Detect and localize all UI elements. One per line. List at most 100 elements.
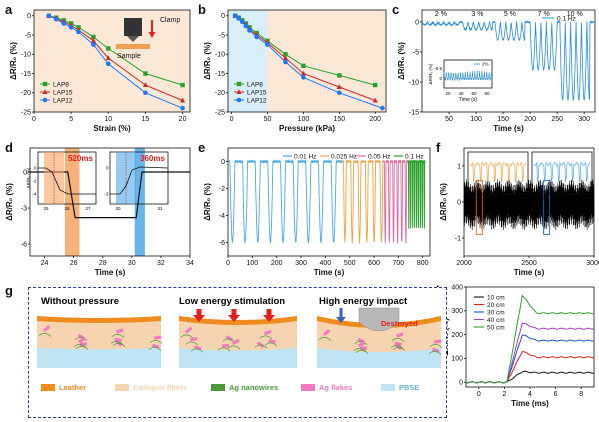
panel-label-g: g (5, 283, 13, 298)
legend-entry-40 cm: 40 cm (487, 317, 505, 324)
inset-frame (37, 151, 97, 205)
no-pressure-ag-nanowire (111, 334, 125, 338)
highlight-box-orange (475, 179, 483, 235)
low-energy-collagen (179, 320, 297, 351)
y-tick-label: 0 (459, 380, 463, 387)
x-tick-label: 200 (369, 116, 381, 123)
y-axis-label: ΔR/R₀ (%) (203, 42, 212, 80)
inset-series-line (38, 167, 96, 195)
x-tick-label: 0 (230, 116, 234, 123)
legend-swatch-Collagen fibers (115, 384, 129, 391)
inset-y-tick-label: -3 (104, 192, 108, 197)
inset-x-tick-label: 60 (471, 91, 477, 96)
high-energy-pbse (317, 346, 441, 368)
segment-label: 7 % (538, 11, 550, 18)
shaded-region (134, 148, 145, 256)
legend-entry-PBSE: PBSE (399, 383, 419, 392)
data-point-LAP12 (91, 42, 96, 47)
series-line-0.1Hz (421, 20, 595, 102)
legend-marker-LAP15 (42, 89, 48, 94)
data-point-LAP12 (301, 75, 306, 80)
y-tick-label: -25 (21, 109, 31, 116)
data-point-LAP12 (68, 25, 74, 30)
legend-marker-LAP8 (236, 81, 242, 87)
y-tick-label: -6 (21, 241, 27, 248)
segment-label: 5 % (504, 11, 516, 18)
data-point-LAP15 (105, 55, 111, 61)
no-pressure-pbse (37, 346, 161, 368)
segment-label: 2 % (435, 11, 447, 18)
series-line-signal (463, 179, 595, 231)
inset-x-tick-label: 27 (85, 206, 91, 211)
x-tick-label: 0 (226, 260, 230, 267)
data-point-LAP12 (337, 90, 342, 96)
segment-label: 3 % (471, 11, 483, 18)
chart-a-strain: 0 5 10 15 20 0 -5 -10 -15 -20 -25 Strain (%) ΔR/R₀ (… (9, 9, 191, 133)
x-tick-label: 700 (393, 260, 405, 267)
series-line-30 cm (465, 334, 595, 384)
inset-label-clamp: Clamp (160, 17, 180, 24)
data-point-LAP15 (372, 97, 378, 103)
inset-y-tick-label: 0 (439, 76, 442, 81)
inset-y-axis-label: ΔR/R₀ (%) (428, 63, 433, 84)
x-axis-label: Time (ms) (511, 399, 549, 408)
panel-label-a: a (5, 2, 13, 17)
high-energy-ag-nanowire (392, 347, 406, 351)
legend-entry-0.1 Hz: 0.1 Hz (405, 153, 424, 160)
pressure-arrow-head-icon (263, 315, 275, 322)
low-energy-ag-nanowire (227, 345, 241, 350)
series-line-0.05 Hz (383, 158, 409, 244)
panel-label-e: e (198, 140, 206, 155)
x-tick-label: 5 (69, 116, 73, 123)
y-axis-label: ΔR/R₀ (%) (203, 183, 212, 221)
data-point-LAP12 (380, 105, 385, 111)
legend-entry-LAP15: LAP15 (53, 89, 73, 96)
high-energy-ag-nanowire (318, 337, 332, 341)
low-energy-ag-flake (225, 335, 234, 342)
legend-marker-LAP12 (42, 97, 48, 103)
inset-series-line (443, 70, 493, 82)
data-point-LAP12 (180, 105, 185, 111)
y-tick-label: 0 (457, 199, 461, 206)
inset-time-label: 520ms (68, 154, 93, 163)
pressure-arrow-head-icon (228, 315, 240, 322)
x-tick-label: 200 (271, 260, 283, 267)
data-point-LAP8 (283, 52, 288, 57)
no-pressure-ag-nanowire (74, 337, 88, 341)
x-tick-label: 26 (70, 260, 78, 267)
x-tick-label: 50 (445, 116, 453, 123)
low-energy-ag-flake (232, 338, 240, 345)
chart-e-frequency: 0 100 200 300 400 500 600 700 800 0 -2 -4 -6 Time (s)… (203, 147, 431, 277)
legend-entry-LAP12: LAP12 (53, 97, 73, 104)
x-axis-label: Time (s) (493, 124, 524, 133)
low-energy-leather (179, 316, 297, 325)
legend-swatch-Ag nanowires (211, 384, 225, 391)
low-energy-ag-nanowire (259, 335, 273, 340)
low-energy-ag-nanowire (190, 348, 204, 353)
schematic-title-2: Low energy stimulation (179, 296, 285, 307)
low-energy-ag-flake (222, 344, 229, 348)
low-energy-ag-nanowire (217, 347, 231, 352)
x-axis-label: Time (s) (95, 268, 126, 277)
no-pressure-collagen (37, 320, 161, 350)
data-point-LAP8 (143, 71, 148, 76)
low-energy-ag-nanowire (180, 334, 194, 339)
y-tick-label: -20 (21, 90, 31, 97)
x-tick-label: 100 (298, 116, 310, 123)
x-tick-label: 50 (264, 116, 272, 123)
schematic-title-3: High energy impact (319, 296, 408, 307)
plot-frame (465, 286, 595, 388)
y-tick-label: -5 (219, 32, 225, 39)
data-point-LAP8 (180, 82, 185, 88)
inset-x-tick-label: 25 (43, 206, 49, 211)
y-tick-label: 0 (221, 159, 225, 166)
low-energy-ag-flake (268, 339, 276, 344)
x-tick-label: 150 (497, 116, 509, 123)
pressure-arrow-head-icon (193, 315, 205, 322)
data-point-LAP12 (283, 59, 288, 65)
highlight-box-blue (543, 179, 551, 235)
x-tick-label: 300 (295, 260, 307, 267)
x-axis-label: Time (s) (314, 268, 345, 277)
schematic-g-drawing: Without pressure Low energy stimulation … (37, 296, 443, 392)
